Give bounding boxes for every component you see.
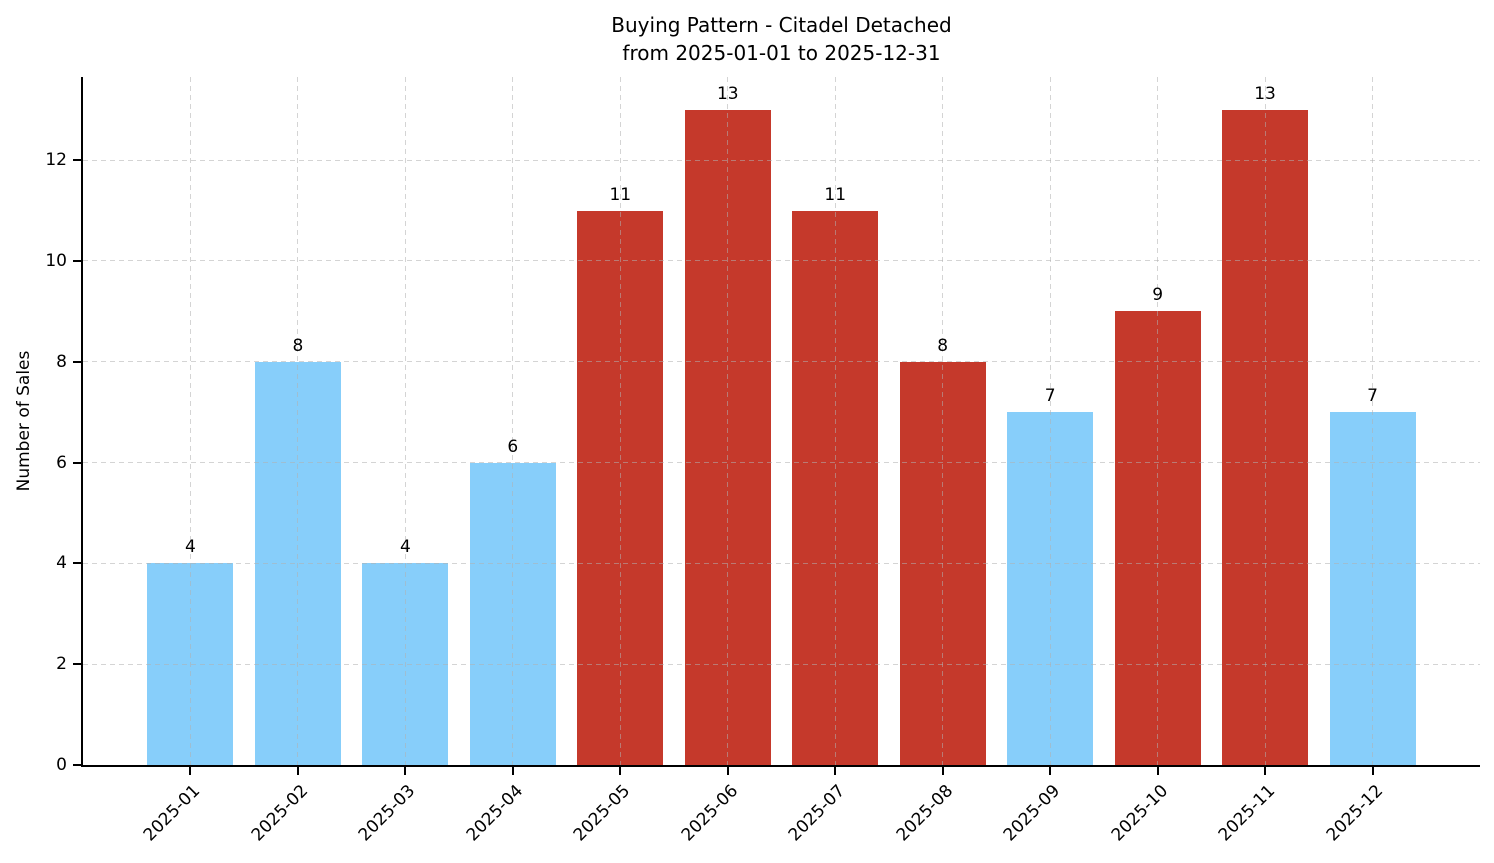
y-tick <box>73 360 81 363</box>
y-tick <box>73 562 81 565</box>
bar-value-label: 11 <box>824 184 847 205</box>
x-tick-label: 2025-11 <box>1214 781 1280 846</box>
grid-line-v <box>297 77 299 765</box>
chart-title-block: Buying Pattern - Citadel Detached from 2… <box>83 12 1480 67</box>
grid-line-v <box>619 77 621 765</box>
grid-line-h <box>83 260 1480 262</box>
x-tick <box>1264 767 1267 775</box>
y-tick-label: 6 <box>56 452 67 473</box>
x-tick-label: 2025-07 <box>784 781 850 846</box>
x-tick-label: 2025-09 <box>999 781 1065 846</box>
x-tick-label: 2025-01 <box>140 781 205 846</box>
x-tick-label: 2025-10 <box>1107 781 1172 846</box>
x-tick-label: 2025-04 <box>462 781 527 846</box>
x-tick-label: 2025-12 <box>1322 781 1387 846</box>
x-tick <box>296 767 299 775</box>
bar-value-label: 9 <box>1152 285 1164 306</box>
bar-value-label: 4 <box>185 537 196 558</box>
x-tick <box>189 767 192 775</box>
grid-line-v <box>404 77 406 765</box>
y-tick-label: 10 <box>45 250 67 271</box>
bar-value-label: 7 <box>1044 386 1056 407</box>
y-tick <box>73 259 81 262</box>
x-tick <box>511 767 514 775</box>
x-tick <box>726 767 729 775</box>
plot-area: 0 2 4 6 8 10 12 4 2025-01 8 2025-02 4 2025-03 6 2025-0… <box>45 77 1480 845</box>
x-tick <box>834 767 837 775</box>
grid-line-v <box>942 77 944 765</box>
grid-line-h <box>83 159 1480 161</box>
grid-line-v <box>834 77 836 765</box>
y-axis-spine <box>81 77 83 767</box>
grid-line-v <box>1049 77 1051 765</box>
grid-line-v <box>727 77 729 765</box>
grid-line-v <box>1264 77 1266 765</box>
bar-value-label: 11 <box>609 184 632 205</box>
grid-line-h <box>83 361 1480 363</box>
grid-line-h <box>83 663 1480 665</box>
y-tick-label: 8 <box>56 351 67 372</box>
chart-subtitle: from 2025-01-01 to 2025-12-31 <box>622 40 941 65</box>
x-tick-label: 2025-05 <box>570 781 635 846</box>
y-tick <box>73 159 81 162</box>
y-tick <box>73 764 81 766</box>
x-axis-spine <box>81 765 1480 767</box>
bar-value-label: 4 <box>399 537 411 558</box>
grid-line-v <box>512 77 514 765</box>
grid-line-h <box>83 562 1480 564</box>
y-tick <box>73 461 81 464</box>
y-tick-label: 12 <box>45 150 67 171</box>
x-tick-label: 2025-03 <box>355 781 420 846</box>
bar-value-label: 13 <box>1254 83 1276 104</box>
y-tick <box>73 663 81 666</box>
grid-line-v <box>189 77 191 765</box>
y-tick-label: 4 <box>56 553 67 574</box>
chart-title: Buying Pattern - Citadel Detached <box>611 13 952 37</box>
x-tick <box>1156 767 1159 775</box>
bar-value-label: 8 <box>292 335 304 356</box>
x-tick-label: 2025-08 <box>892 781 957 846</box>
x-tick <box>619 767 622 775</box>
bar-value-label: 6 <box>507 436 519 457</box>
x-tick <box>941 767 944 775</box>
y-tick-label: 2 <box>56 654 67 675</box>
x-tick-label: 2025-06 <box>677 781 742 846</box>
x-tick <box>404 767 407 775</box>
bar-value-label: 13 <box>716 83 739 104</box>
y-tick-label: 0 <box>56 755 67 775</box>
x-tick <box>1049 767 1052 775</box>
x-tick-label: 2025-02 <box>247 781 313 846</box>
grid-line-h <box>83 462 1480 464</box>
grid-line-v <box>1157 77 1159 765</box>
bar-value-label: 7 <box>1367 386 1378 407</box>
x-tick <box>1371 767 1374 775</box>
grid-line-v <box>1372 77 1374 765</box>
bar-value-label: 8 <box>937 335 949 356</box>
